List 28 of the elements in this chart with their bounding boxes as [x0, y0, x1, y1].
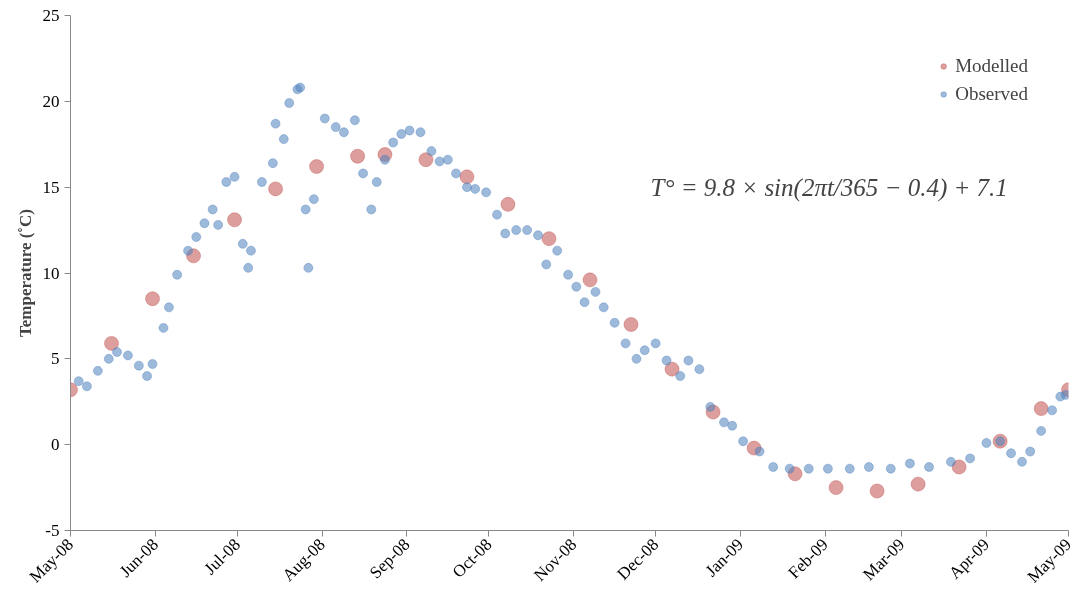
- y-tick-label: -5: [45, 521, 60, 540]
- point: [910, 476, 926, 492]
- point: [623, 317, 639, 332]
- y-tick-label: 10: [42, 263, 60, 283]
- y-tick-label: 20: [42, 91, 60, 111]
- point: [869, 483, 885, 499]
- point: [459, 169, 475, 185]
- y-tick-label: 15: [42, 177, 60, 197]
- point: [104, 335, 120, 351]
- point: [268, 181, 284, 197]
- point: [227, 212, 243, 228]
- annotation: T° = 9.8 × sin(2πt/365 − 0.4) + 7.1: [650, 173, 1008, 202]
- y-tick-label: 0: [51, 435, 60, 455]
- point: [309, 159, 325, 175]
- point: [828, 480, 844, 496]
- point: [418, 152, 434, 168]
- legend-label: Modelled: [955, 55, 1028, 77]
- point: [1033, 401, 1049, 417]
- point: [500, 196, 516, 212]
- point: [541, 231, 557, 247]
- y-tick-label: 5: [51, 349, 60, 369]
- y-tick-label: 25: [42, 6, 60, 25]
- legend-label: Observed: [955, 83, 1028, 105]
- point: [145, 291, 161, 307]
- point: [951, 459, 967, 475]
- point: [350, 148, 366, 164]
- y-axis-title: Temperature (˚C): [15, 209, 35, 337]
- point: [582, 272, 598, 288]
